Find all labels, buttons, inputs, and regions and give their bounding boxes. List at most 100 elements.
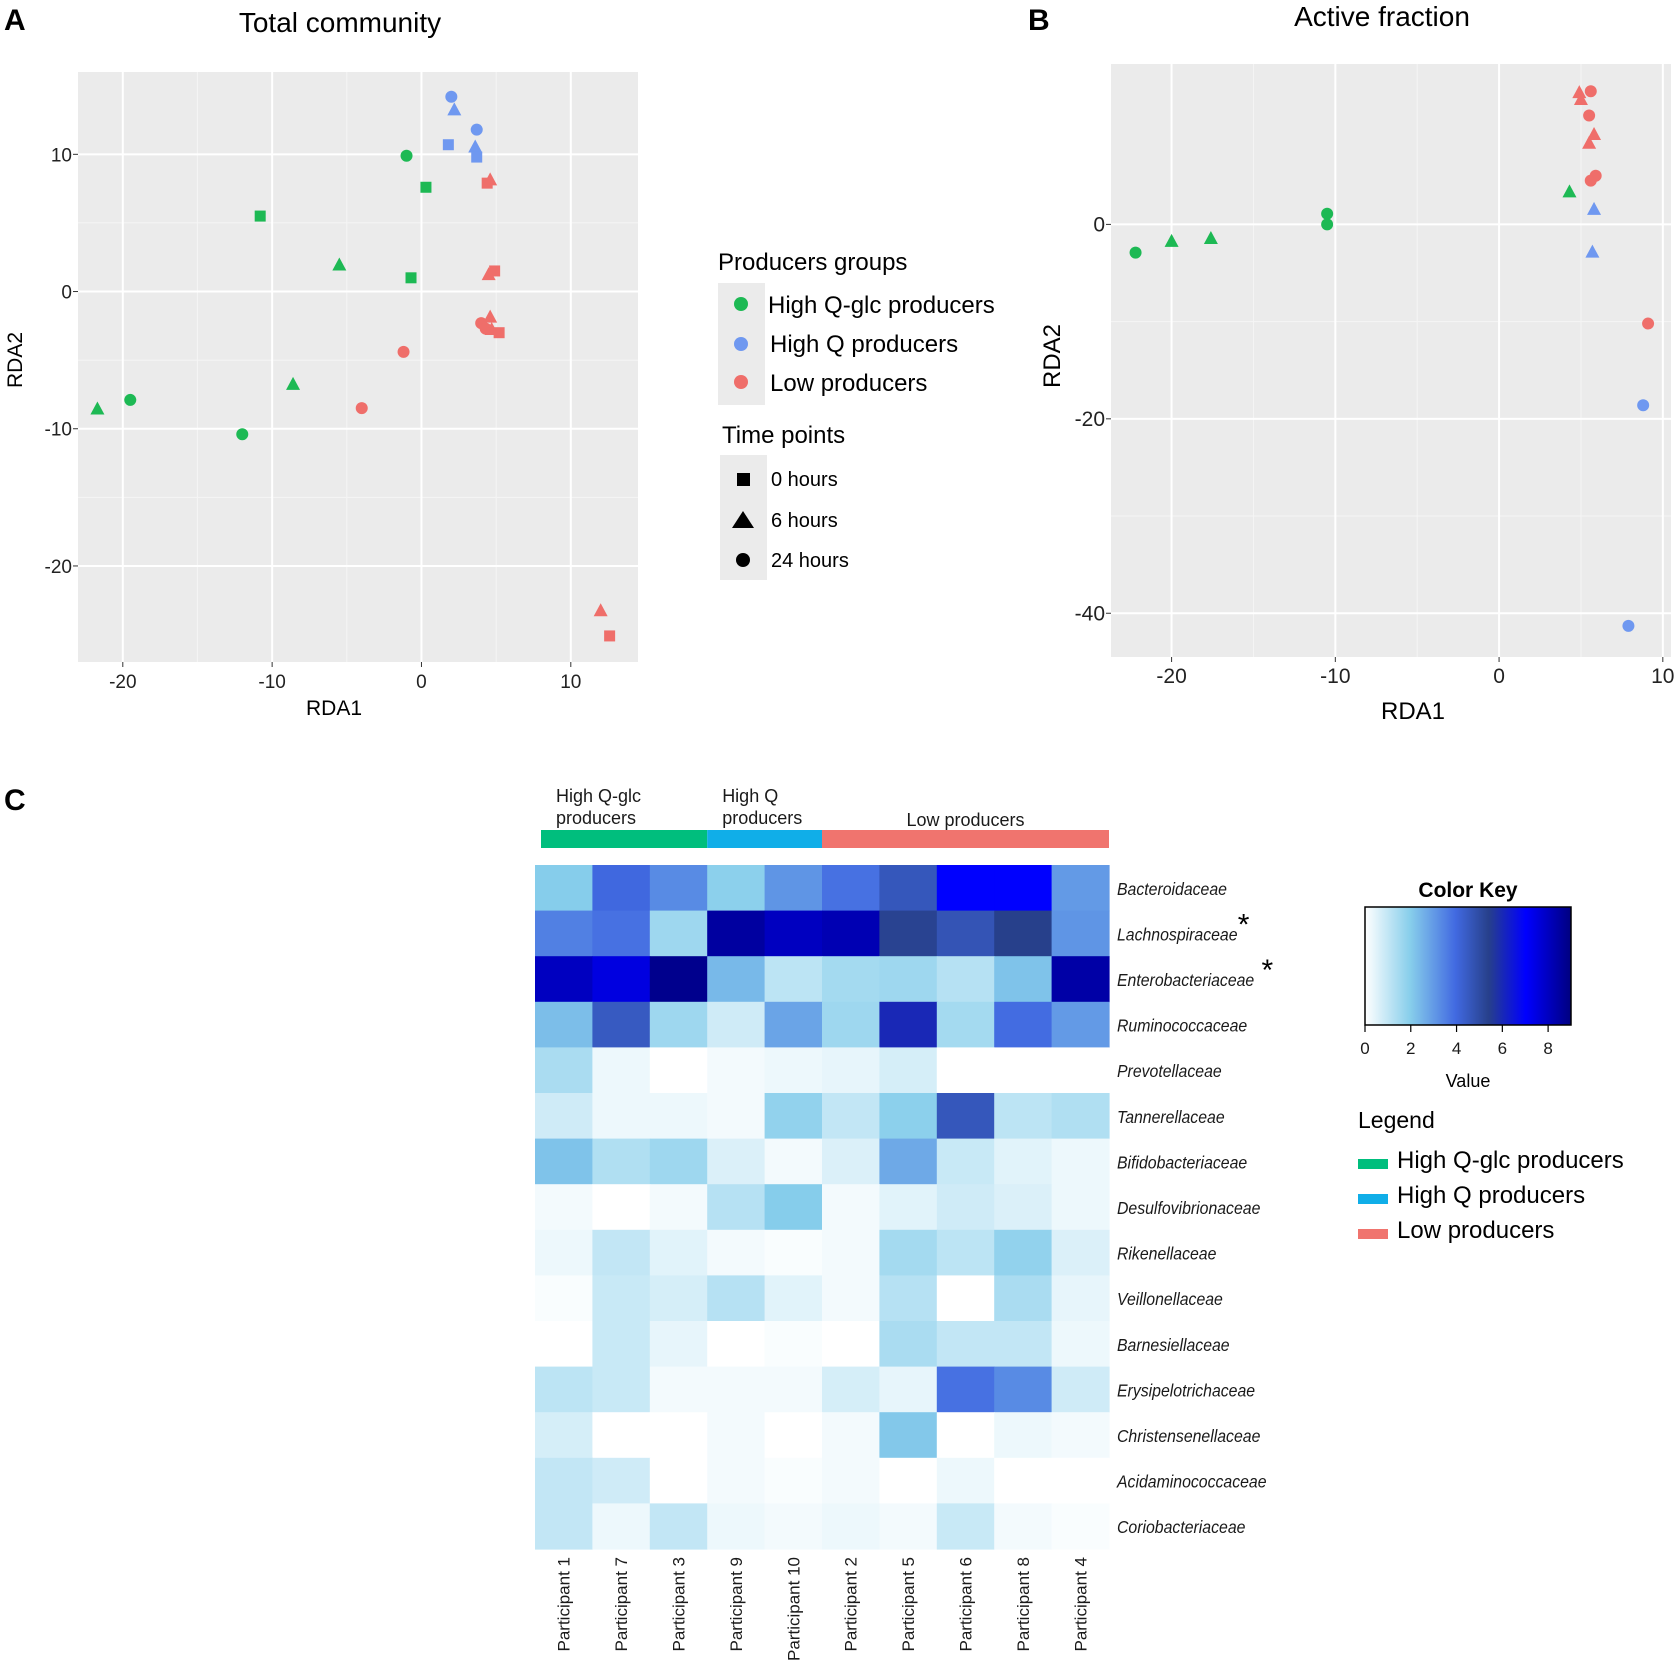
legend-time-item: 0 hours (737, 469, 838, 491)
color-key-tick-label: 6 (1498, 1039, 1507, 1058)
heatmap-cell (707, 1457, 766, 1504)
heatmap-column-label: Participant 9 (727, 1557, 746, 1652)
heatmap-cell (994, 1457, 1053, 1504)
heatmap-cell (879, 956, 938, 1003)
panel-b: B Active fraction -20 -10 0 10-40-200 RDA1 … (1028, 1, 1674, 725)
legend-group-label: Low producers (770, 370, 927, 397)
panel-a-letter: A (4, 4, 26, 37)
heatmap-cell (936, 1321, 995, 1368)
heatmap-cell (879, 1001, 938, 1048)
heatmap-cell (592, 1184, 651, 1231)
heatmap-cell (879, 1366, 938, 1413)
heatmap-legend-item: Low producers (1358, 1217, 1554, 1244)
heatmap-cell (822, 865, 880, 912)
heatmap-cell (649, 1412, 708, 1459)
heatmap-cell (535, 1001, 593, 1048)
heatmap-cell (994, 1503, 1053, 1550)
heatmap-cell (592, 956, 651, 1003)
heatmap-cell (535, 1093, 593, 1140)
color-key-ticks: 0 2 4 6 8 (1360, 1025, 1553, 1058)
heatmap-cell (994, 910, 1053, 957)
heatmap-cell (994, 1321, 1053, 1368)
heatmap-cell (822, 1184, 880, 1231)
heatmap-cell (707, 1093, 766, 1140)
heatmap-cell (649, 1229, 708, 1276)
heatmap-cell (879, 865, 938, 912)
data-point-circle (1321, 218, 1334, 231)
heatmap-cell (822, 1229, 880, 1276)
data-point-square (254, 210, 266, 222)
heatmap-cell (822, 1275, 880, 1322)
x-tick-label: -10 (1320, 665, 1350, 688)
heatmap-cell (879, 1321, 938, 1368)
data-point-square (405, 272, 417, 284)
heatmap-cell (1051, 1184, 1110, 1231)
heatmap-cell (592, 1001, 651, 1048)
heatmap-legend-swatch (1358, 1229, 1388, 1239)
heatmap-legend-item: High Q-glc producers (1358, 1147, 1624, 1174)
heatmap-row-label: Erysipelotrichaceae (1117, 1380, 1255, 1400)
x-tick-label: -20 (1156, 665, 1186, 688)
data-point-square (442, 139, 454, 151)
panel-a-grid (78, 72, 638, 662)
heatmap-row-label: Coriobacteriaceae (1117, 1517, 1245, 1537)
heatmap-legend: Legend High Q-glc producers High Q produ… (1358, 1107, 1624, 1244)
heatmap-cell (649, 1503, 708, 1550)
heatmap-cell (707, 956, 766, 1003)
data-point-circle (1642, 317, 1655, 330)
legend-group-swatch (734, 375, 748, 389)
x-tick-label: 10 (1651, 665, 1674, 688)
heatmap-legend-title: Legend (1358, 1107, 1435, 1133)
heatmap-row-label: Bifidobacteriaceae (1117, 1152, 1247, 1172)
heatmap-row-label: Ruminococcaceae (1117, 1016, 1247, 1036)
heatmap-cell (1051, 1503, 1110, 1550)
heatmap-cell (592, 1047, 651, 1094)
heatmap-row-label: Lachnospiraceae (1117, 924, 1238, 944)
heatmap-cell (822, 910, 880, 957)
heatmap-cell (936, 1138, 995, 1185)
heatmap-cell (764, 1138, 823, 1185)
heatmap-cell (592, 1093, 651, 1140)
heatmap-cell (936, 865, 995, 912)
heatmap-cell (535, 1366, 593, 1413)
data-point-circle (1584, 85, 1597, 98)
heatmap-cell (592, 1275, 651, 1322)
heatmap-cell (592, 1412, 651, 1459)
heatmap-cell (707, 1047, 766, 1094)
heatmap-cell (879, 1138, 938, 1185)
y-tick-label: 0 (1093, 213, 1105, 236)
heatmap-cell (1051, 1047, 1110, 1094)
y-tick-label: 10 (51, 145, 72, 166)
panel-b-ylabel: RDA2 (1039, 324, 1066, 388)
triangle-icon (732, 511, 754, 528)
heatmap-cell (822, 1321, 880, 1368)
heatmap-cell (535, 1457, 593, 1504)
data-point-triangle (593, 603, 608, 617)
heatmap-cell (879, 910, 938, 957)
heatmap-legend-swatch (1358, 1159, 1388, 1169)
panel-b-plot-area (1111, 64, 1671, 657)
data-point-triangle (447, 102, 462, 116)
data-point-circle (1321, 207, 1334, 220)
heatmap-cell (936, 1503, 995, 1550)
panel-a-points (90, 90, 616, 642)
data-point-circle (355, 402, 368, 415)
panel-a: A Total community -20 -10 0 10 -20 -10 0 10 RDA… (4, 4, 638, 720)
heatmap-cell (822, 1047, 880, 1094)
x-tick-label: 0 (1493, 665, 1505, 688)
y-tick-label: 0 (61, 283, 72, 304)
heatmap-legend-item: High Q producers (1358, 1182, 1585, 1209)
heatmap-cell (1051, 1001, 1110, 1048)
data-point-triangle (1582, 135, 1597, 149)
heatmap-cell (936, 1229, 995, 1276)
panel-a-ylabel: RDA2 (4, 332, 27, 388)
heatmap-cell (1051, 1138, 1110, 1185)
heatmap-cell (707, 1412, 766, 1459)
heatmap-cell (936, 910, 995, 957)
heatmap-color-key: Color Key 0 2 4 6 8 Value (1360, 879, 1572, 1091)
heatmap-cell (535, 1184, 593, 1231)
legend-time-label: 0 hours (771, 469, 838, 491)
x-tick-label: -20 (109, 672, 136, 693)
